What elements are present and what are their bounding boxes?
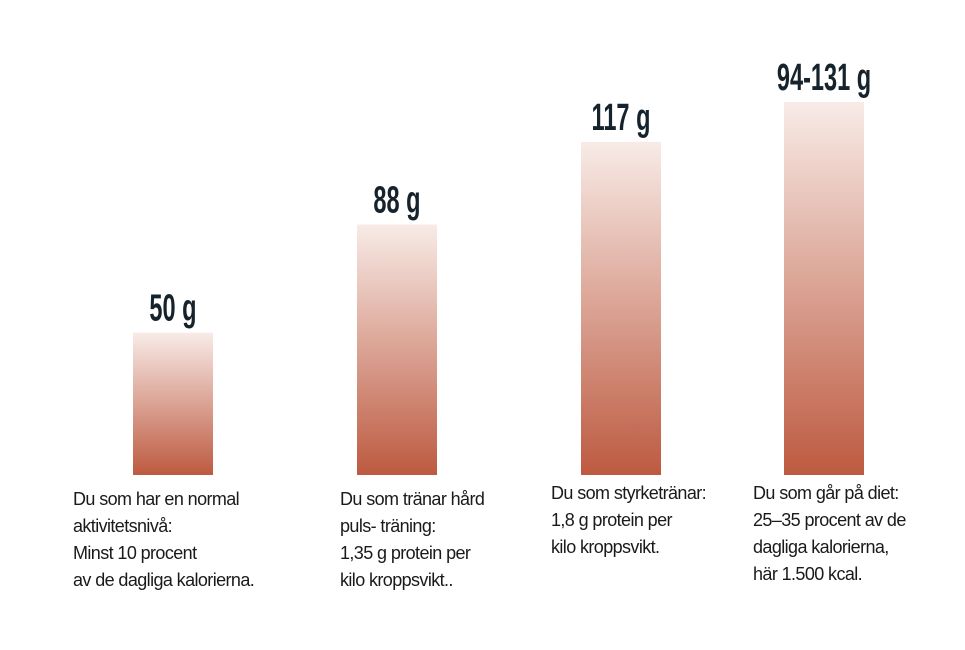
bar	[581, 141, 661, 475]
value-label: 88 g	[373, 178, 420, 221]
category-label: Du som går på diet: 25–35 procent av de …	[753, 483, 906, 584]
value-label: 117 g	[592, 95, 651, 138]
value-label: 94-131 g	[777, 55, 871, 98]
bar	[357, 224, 437, 475]
bar	[784, 102, 864, 475]
category-label: Du som har en normal aktivitetsnivå: Min…	[73, 489, 255, 590]
category-label: Du som styrketränar: 1,8 g protein per k…	[551, 483, 707, 557]
value-label: 50 g	[149, 286, 196, 329]
bar	[133, 332, 213, 475]
category-label: Du som tränar hård puls- träning: 1,35 g…	[340, 489, 485, 590]
